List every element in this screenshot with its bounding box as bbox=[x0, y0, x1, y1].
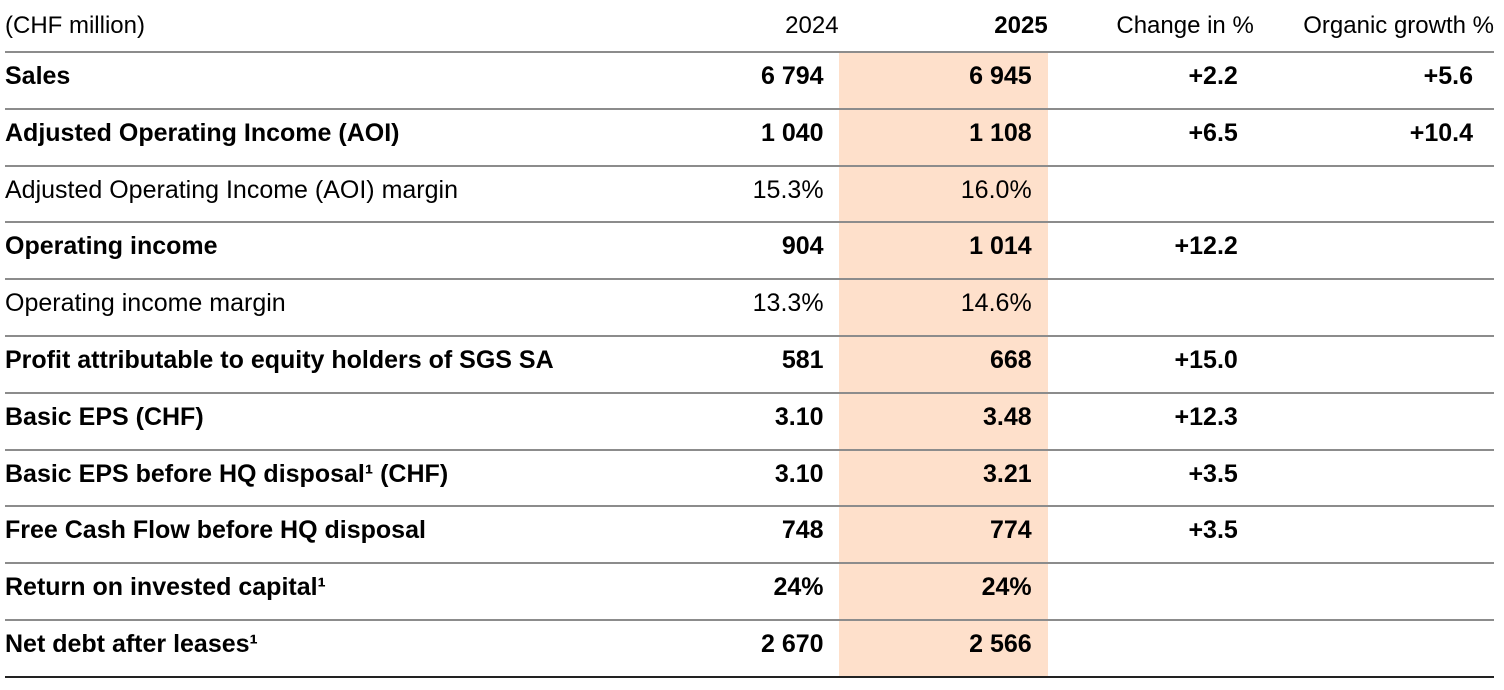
table-row: Basic EPS before HQ disposal¹ (CHF) 3.10… bbox=[5, 449, 1494, 507]
table-row: Return on invested capital¹ 24% 24% bbox=[5, 563, 1494, 620]
cell-2024: 904 bbox=[781, 232, 824, 261]
cell-organic: +5.6 bbox=[1423, 62, 1473, 90]
row-label: Operating income bbox=[5, 232, 218, 261]
cell-organic bbox=[1254, 166, 1494, 223]
table-row: Basic EPS (CHF) 3.10 3.48 +12.3 bbox=[5, 392, 1494, 450]
row-label: Return on invested capital¹ bbox=[5, 573, 326, 602]
cell-2024: 3.10 bbox=[774, 402, 824, 431]
header-row: (CHF million) 2024 2025 Change in % Orga… bbox=[5, 0, 1494, 52]
cell-change: +3.5 bbox=[1188, 516, 1238, 545]
cell-2025: 16.0% bbox=[838, 165, 1048, 223]
table-row: Sales 6 794 6 945 +2.2 +5.6 bbox=[5, 52, 1494, 109]
cell-2024: 6 794 bbox=[760, 62, 824, 90]
cell-change bbox=[1048, 620, 1254, 677]
row-label: Sales bbox=[5, 62, 71, 90]
table-row: Profit attributable to equity holders of… bbox=[5, 335, 1494, 393]
cell-change bbox=[1048, 166, 1254, 223]
cell-2024: 581 bbox=[781, 345, 824, 374]
row-label: Free Cash Flow before HQ disposal bbox=[5, 516, 426, 545]
cell-2024: 748 bbox=[781, 516, 824, 545]
table-row: Free Cash Flow before HQ disposal 748 77… bbox=[5, 506, 1494, 564]
cell-organic bbox=[1254, 393, 1494, 450]
cell-change: +15.0 bbox=[1174, 345, 1238, 374]
cell-2025: 24% bbox=[838, 563, 1048, 620]
financial-results-table: (CHF million) 2024 2025 Change in % Orga… bbox=[5, 0, 1494, 678]
table-row: Adjusted Operating Income (AOI) margin 1… bbox=[5, 165, 1494, 223]
cell-organic bbox=[1254, 620, 1494, 677]
column-header-change-percent: Change in % bbox=[1116, 12, 1254, 39]
row-label: Net debt after leases¹ bbox=[5, 629, 258, 658]
table-row: Operating income 904 1 014 +12.2 bbox=[5, 222, 1494, 280]
cell-organic bbox=[1254, 563, 1494, 620]
table-row: Operating income margin 13.3% 14.6% bbox=[5, 279, 1494, 336]
cell-change: +12.3 bbox=[1174, 402, 1238, 431]
cell-organic bbox=[1254, 222, 1494, 279]
cell-2025: 3.48 bbox=[838, 392, 1048, 450]
cell-2025: 668 bbox=[838, 335, 1048, 393]
table-header: (CHF million) 2024 2025 Change in % Orga… bbox=[5, 0, 1494, 52]
table-row: Adjusted Operating Income (AOI) 1 040 1 … bbox=[5, 108, 1494, 166]
cell-2025: 14.6% bbox=[838, 279, 1048, 336]
row-label: Profit attributable to equity holders of… bbox=[5, 345, 554, 374]
cell-change: +2.2 bbox=[1188, 62, 1238, 90]
cell-organic bbox=[1254, 279, 1494, 336]
row-label: Adjusted Operating Income (AOI) bbox=[5, 118, 400, 147]
cell-2025: 2 566 bbox=[838, 619, 1048, 677]
cell-organic bbox=[1254, 450, 1494, 507]
column-header-2025: 2025 bbox=[994, 12, 1048, 39]
cell-organic: +10.4 bbox=[1409, 118, 1473, 147]
cell-2024: 13.3% bbox=[752, 289, 824, 318]
column-header-organic-growth: Organic growth % bbox=[1303, 12, 1494, 39]
cell-2024: 15.3% bbox=[752, 175, 824, 204]
cell-2024: 24% bbox=[773, 573, 824, 602]
cell-2025: 6 945 bbox=[838, 52, 1048, 109]
row-label: Operating income margin bbox=[5, 289, 286, 318]
column-header-2024: 2024 bbox=[785, 12, 839, 39]
cell-change bbox=[1048, 279, 1254, 336]
cell-2024: 3.10 bbox=[774, 459, 824, 488]
row-label: Basic EPS before HQ disposal¹ (CHF) bbox=[5, 459, 449, 488]
cell-2024: 2 670 bbox=[760, 629, 824, 658]
table-body: Sales 6 794 6 945 +2.2 +5.6 Adjusted Ope… bbox=[5, 52, 1494, 677]
cell-change: +6.5 bbox=[1188, 118, 1238, 147]
unit-label: (CHF million) bbox=[5, 12, 145, 39]
cell-organic bbox=[1254, 506, 1494, 563]
cell-organic bbox=[1254, 336, 1494, 393]
cell-change bbox=[1048, 563, 1254, 620]
table-row: Net debt after leases¹ 2 670 2 566 bbox=[5, 619, 1494, 677]
cell-2025: 1 014 bbox=[838, 222, 1048, 280]
cell-change: +3.5 bbox=[1188, 459, 1238, 488]
cell-2025: 774 bbox=[838, 506, 1048, 564]
cell-2025: 1 108 bbox=[838, 108, 1048, 166]
cell-change: +12.2 bbox=[1174, 232, 1238, 261]
cell-2025: 3.21 bbox=[838, 449, 1048, 507]
row-label: Basic EPS (CHF) bbox=[5, 402, 204, 431]
cell-2024: 1 040 bbox=[760, 118, 824, 147]
row-label: Adjusted Operating Income (AOI) margin bbox=[5, 175, 458, 204]
